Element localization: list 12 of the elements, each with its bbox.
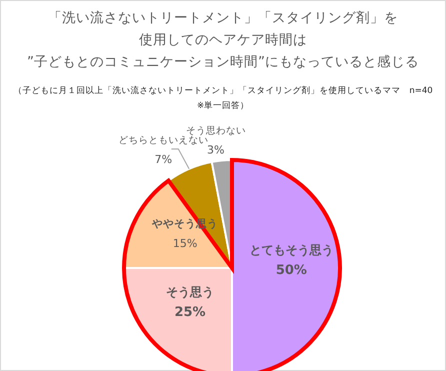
chart-subtitle: （子どもに月１回以上「洗い流さないトリートメント」「スタイリング剤」を使用しているママ n=40※単一回答）	[13, 85, 433, 111]
data-label: 50%	[276, 263, 307, 278]
data-label: 25%	[174, 305, 206, 320]
data-label: 7%	[154, 152, 172, 166]
slice-label: どちらともいえない	[118, 134, 208, 146]
data-label: 15%	[172, 237, 198, 250]
slice-label: そう思わない	[186, 126, 246, 137]
chart-title: 「洗い流さないトリートメント」「スタイリング剤」を使用してのヘアケア時間は”子どもとのコミュニケーション時間”にもなっていると感じる	[27, 10, 419, 70]
slice-label: とてもそう思う	[249, 243, 334, 257]
data-label: 3%	[207, 144, 224, 157]
slice-label: ややそう思う	[151, 218, 218, 230]
slice-label: そう思う	[166, 285, 214, 299]
